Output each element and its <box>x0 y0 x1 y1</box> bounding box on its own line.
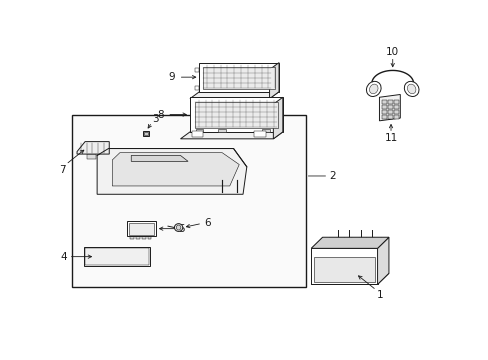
Polygon shape <box>311 273 388 284</box>
Text: 5: 5 <box>178 224 184 234</box>
Bar <box>142 131 149 136</box>
Bar <box>218 129 225 132</box>
Bar <box>189 97 282 132</box>
Polygon shape <box>112 153 239 186</box>
Ellipse shape <box>407 84 415 94</box>
Ellipse shape <box>369 84 377 94</box>
Text: 2: 2 <box>329 171 335 181</box>
Polygon shape <box>273 97 282 139</box>
Text: 11: 11 <box>384 133 397 143</box>
Bar <box>393 105 398 109</box>
Polygon shape <box>189 92 279 99</box>
Bar <box>381 110 386 114</box>
Bar <box>381 100 386 104</box>
Bar <box>127 221 156 236</box>
Text: 4: 4 <box>61 252 67 262</box>
Ellipse shape <box>404 81 418 96</box>
Bar <box>191 131 203 138</box>
Ellipse shape <box>366 81 380 96</box>
Ellipse shape <box>174 224 183 231</box>
Bar <box>195 129 203 132</box>
Ellipse shape <box>176 225 181 230</box>
Bar <box>387 115 392 118</box>
Bar <box>393 110 398 114</box>
Bar <box>387 110 392 114</box>
Bar <box>387 105 392 109</box>
Bar <box>254 131 265 138</box>
Bar <box>195 68 199 72</box>
Bar <box>381 115 386 118</box>
Bar <box>393 100 398 104</box>
Polygon shape <box>97 149 246 194</box>
Text: 7: 7 <box>59 165 65 175</box>
Bar <box>129 222 154 235</box>
Polygon shape <box>311 237 388 248</box>
Bar <box>130 235 134 239</box>
Bar <box>142 235 145 239</box>
Bar <box>203 67 275 89</box>
Polygon shape <box>131 156 188 161</box>
Polygon shape <box>180 132 282 139</box>
Bar <box>84 247 150 266</box>
Text: 8: 8 <box>157 109 164 120</box>
Polygon shape <box>379 94 400 121</box>
Bar <box>86 154 96 159</box>
Bar <box>393 115 398 118</box>
Bar <box>143 132 148 135</box>
Text: 1: 1 <box>376 290 383 300</box>
Bar <box>72 115 305 287</box>
Bar <box>85 248 148 265</box>
Bar <box>262 129 269 132</box>
Text: 10: 10 <box>386 48 399 57</box>
Text: 9: 9 <box>168 72 175 82</box>
Bar <box>381 105 386 109</box>
Bar <box>199 63 279 92</box>
Bar <box>195 102 278 128</box>
Polygon shape <box>269 63 279 99</box>
Bar <box>147 235 151 239</box>
Bar <box>387 100 392 104</box>
Text: 6: 6 <box>203 217 210 228</box>
Bar <box>195 86 199 90</box>
Bar <box>311 248 377 284</box>
Polygon shape <box>77 141 109 154</box>
Text: 3: 3 <box>151 114 158 124</box>
Bar <box>136 235 140 239</box>
Bar <box>314 257 374 282</box>
Polygon shape <box>377 237 388 284</box>
